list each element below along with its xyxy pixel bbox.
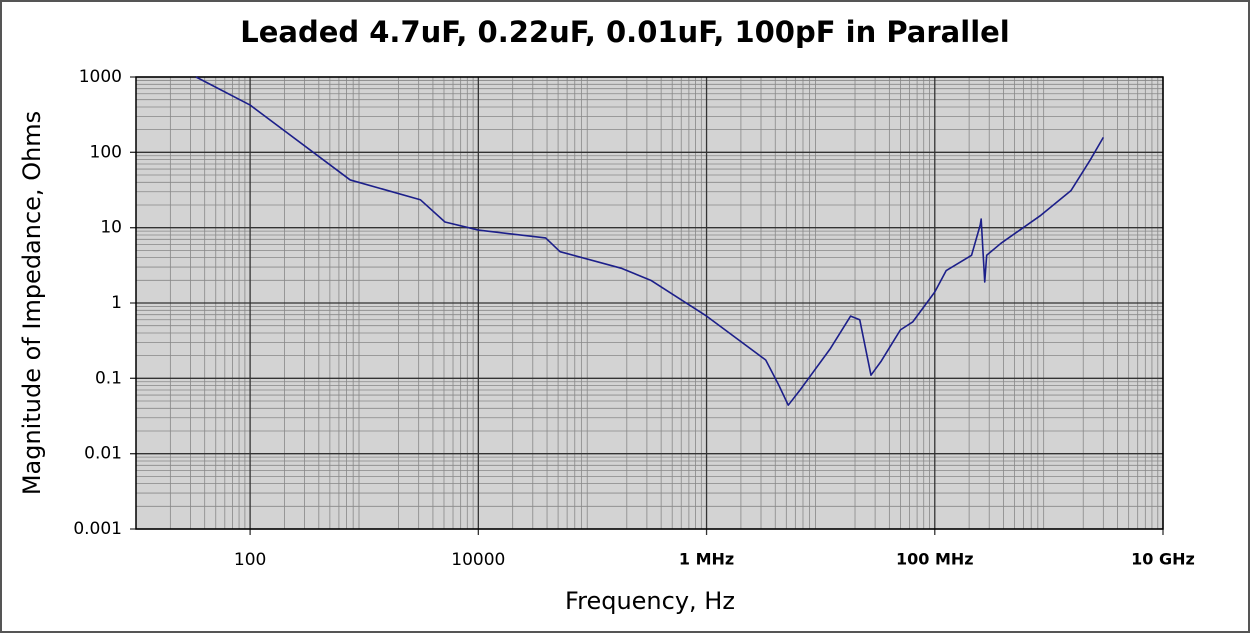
y-tick-label: 0.01 <box>84 444 122 464</box>
plot-border <box>135 76 1164 530</box>
x-tick-label: 1 MHz <box>679 550 734 569</box>
y-tick-label: 100 <box>90 142 122 162</box>
y-tick-label: 10 <box>100 218 122 238</box>
x-tick-label: 100 MHz <box>896 550 974 569</box>
y-axis-label: Magnitude of Impedance, Ohms <box>18 111 46 495</box>
x-axis-label: Frequency, Hz <box>565 587 735 615</box>
y-tick-label: 0.001 <box>73 519 122 539</box>
y-tick-label: 0.1 <box>95 368 122 388</box>
impedance-line <box>195 76 1105 406</box>
y-tick-label: 1 <box>111 293 122 313</box>
y-tick-label: 1000 <box>79 67 122 87</box>
x-tick-label: 100 <box>234 550 266 570</box>
x-tick-label: 10000 <box>451 550 505 570</box>
chart-title: Leaded 4.7uF, 0.22uF, 0.01uF, 100pF in P… <box>240 15 1010 49</box>
x-tick-label: 10 GHz <box>1131 550 1195 569</box>
